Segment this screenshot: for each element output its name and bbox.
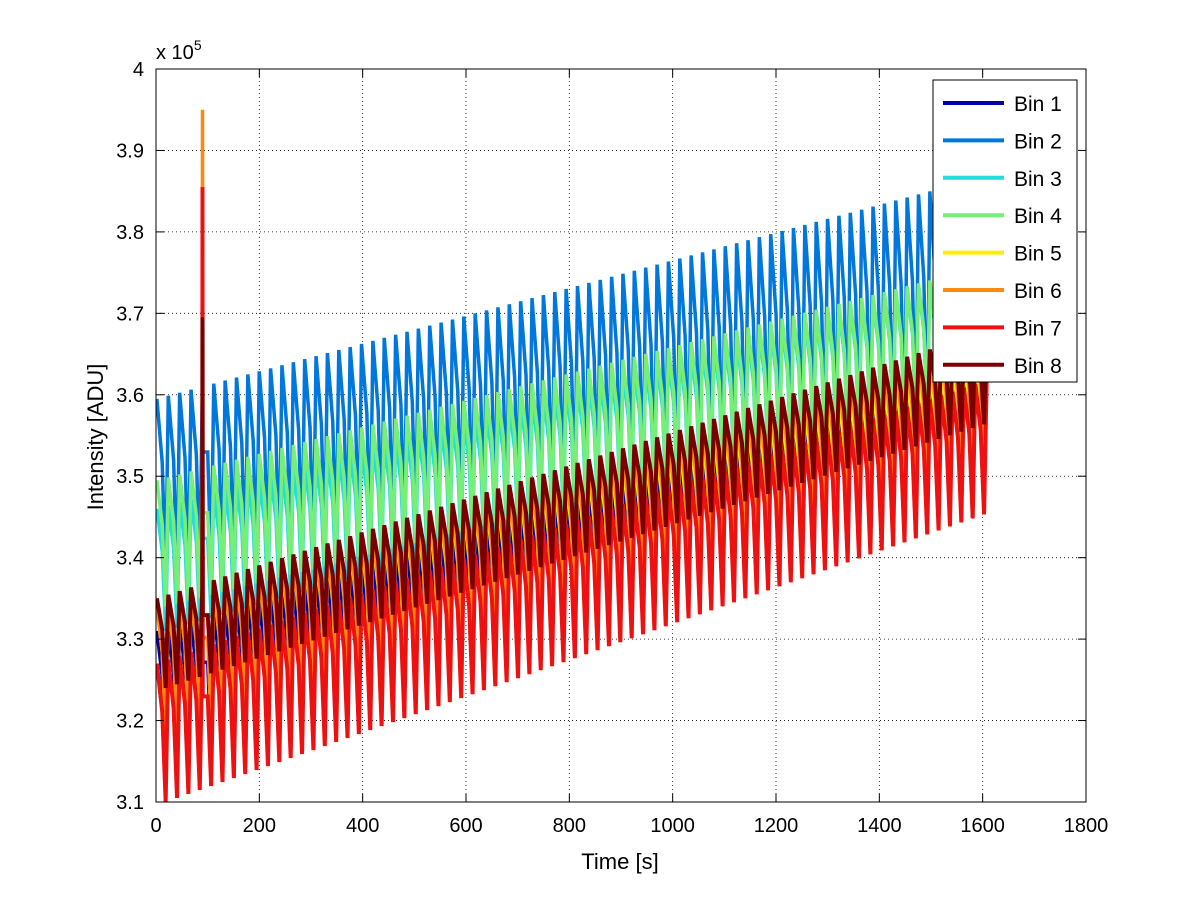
y-tick-label: 3.6 [116, 385, 144, 407]
ticks [155, 68, 1087, 803]
x-tick-label: 200 [243, 815, 276, 837]
plot-frame [155, 68, 1087, 803]
x-tick-label: 600 [449, 815, 482, 837]
x-tick-label: 1800 [1064, 815, 1109, 837]
y-tick-label: 3.2 [116, 711, 144, 733]
legend-label: Bin 6 [1014, 280, 1062, 303]
legend-label: Bin 8 [1014, 355, 1062, 378]
legend: Bin 1 Bin 2 Bin 3 Bin 4 Bin 5 Bin 6 Bin 7 Bin 8 [932, 79, 1078, 383]
legend-label: Bin 4 [1014, 205, 1062, 228]
x-tick-label: 0 [150, 815, 161, 837]
legend-label: Bin 5 [1014, 243, 1062, 266]
legend-label: Bin 1 [1014, 93, 1062, 116]
y-tick-label: 3.7 [116, 303, 144, 325]
x-tick-label: 1000 [650, 815, 695, 837]
legend-box [932, 79, 1078, 383]
y-tick-label: 3.5 [116, 466, 144, 488]
x-tick-label: 1200 [754, 815, 799, 837]
legend-label: Bin 7 [1014, 317, 1062, 340]
x-tick-label: 800 [553, 815, 586, 837]
x-tick-label: 1400 [857, 815, 902, 837]
x-tick-label: 1600 [960, 815, 1005, 837]
legend-label: Bin 3 [1014, 168, 1062, 191]
y-tick-label: 3.4 [116, 548, 144, 570]
y-tick-label: 3.3 [116, 629, 144, 651]
y-tick-label: 3.8 [116, 222, 144, 244]
x-axis-label: Time [s] [581, 849, 658, 874]
tick-labels: 0 200 400 600 800 1000 1200 1400 1600 1800 3.1 3.2 3… [116, 59, 1108, 837]
y-tick-label: 3.9 [116, 140, 144, 162]
x-tick-label: 400 [346, 815, 379, 837]
legend-label: Bin 2 [1014, 130, 1062, 153]
y-exponent-power: 5 [194, 37, 202, 53]
y-tick-label: 4 [133, 59, 144, 81]
y-exponent-label: x 105 [156, 37, 202, 64]
series-line-bin-8 [156, 317, 989, 689]
y-axis-label: Intensity [ADU] [83, 364, 108, 511]
series-group [156, 109, 989, 802]
y-tick-label: 3.1 [116, 792, 144, 814]
